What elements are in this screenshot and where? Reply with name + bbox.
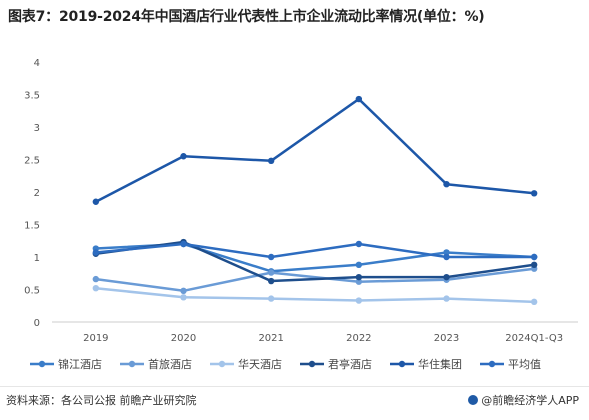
series-line: [94, 286, 536, 304]
series-layer: [92, 95, 538, 306]
series-5: [92, 240, 538, 261]
brand-credit: @前瞻经济学人APP: [468, 392, 579, 408]
legend-label: 平均值: [508, 358, 541, 371]
y-tick-label: 1: [34, 253, 40, 264]
legend-label: 首旅酒店: [148, 357, 192, 371]
data-point: [443, 273, 450, 281]
series-4: [92, 95, 538, 205]
legend-label: 华天酒店: [238, 357, 282, 371]
data-point: [180, 294, 187, 301]
y-tick-label: 2: [34, 188, 40, 199]
series-line: [94, 240, 536, 283]
data-point: [92, 249, 100, 256]
series-2: [92, 285, 538, 306]
legend-label: 君亭酒店: [328, 357, 372, 371]
data-point: [355, 278, 363, 285]
x-tick-label: 2023: [434, 333, 459, 344]
data-point: [443, 181, 450, 188]
data-point: [180, 153, 187, 160]
data-point: [355, 261, 363, 268]
data-point: [530, 253, 538, 261]
legend-item: 华住集团: [390, 357, 462, 371]
data-point: [180, 240, 187, 248]
legend-item: 平均值: [480, 358, 541, 371]
data-point: [92, 275, 100, 283]
data-point: [443, 295, 450, 302]
y-tick-label: 3: [34, 123, 40, 134]
legend-swatch-marker: [128, 360, 136, 368]
x-tick-label: 2024Q1-Q3: [505, 333, 563, 344]
data-point: [92, 285, 100, 292]
x-tick-label: 2022: [346, 333, 371, 344]
series-line: [94, 267, 536, 293]
axes: 0 0.5 1 1.5 2 2.5 3 3.5 4 2019 2020 2021 2022 2023 202…: [24, 58, 578, 344]
data-point: [530, 298, 538, 306]
data-point: [355, 273, 363, 281]
y-tick-label: 1.5: [24, 221, 40, 232]
legend-swatch-marker: [488, 360, 496, 368]
y-tick-label: 4: [34, 58, 40, 69]
legend-label: 锦江酒店: [58, 357, 102, 371]
legend-swatch-marker: [398, 360, 406, 368]
data-point: [443, 253, 450, 261]
y-tick-label: 0: [34, 318, 40, 329]
source-note: 资料来源：各公司公报 前瞻产业研究院: [6, 394, 197, 407]
legend-item: 首旅酒店: [120, 357, 192, 371]
brand-text: @前瞻经济学人APP: [481, 394, 579, 407]
data-point: [530, 190, 538, 197]
data-point: [92, 198, 100, 205]
data-point: [443, 249, 450, 256]
y-tick-label: 0.5: [24, 286, 40, 297]
line-chart: 0 0.5 1 1.5 2 2.5 3 3.5 4 2019 2020 2021 2022 2023 202…: [24, 58, 578, 371]
legend-swatch-marker: [218, 360, 226, 368]
legend-item: 锦江酒店: [30, 357, 102, 371]
legend-item: 华天酒店: [210, 357, 282, 371]
footer-divider: [0, 386, 589, 387]
chart-title: 图表7：2019-2024年中国酒店行业代表性上市企业流动比率情况(单位：%): [8, 9, 485, 25]
data-point: [267, 157, 275, 164]
x-tick-label: 2020: [171, 333, 196, 344]
x-tick-label: 2019: [83, 333, 108, 344]
x-tick-label: 2021: [258, 333, 283, 344]
legend-swatch-marker: [308, 360, 316, 368]
data-point: [355, 297, 363, 304]
data-point: [267, 277, 275, 285]
series-line: [94, 97, 536, 203]
data-point: [267, 295, 275, 302]
legend-label: 华住集团: [418, 357, 462, 371]
series-line: [94, 242, 536, 259]
brand-logo-icon: [468, 395, 479, 405]
data-point: [180, 287, 187, 294]
y-tick-label: 2.5: [24, 156, 40, 167]
legend-swatch-marker: [38, 360, 46, 368]
legend-item: 君亭酒店: [300, 357, 372, 371]
data-point: [267, 253, 275, 261]
data-point: [355, 95, 363, 103]
data-point: [530, 261, 538, 268]
legend: 锦江酒店 首旅酒店 华天酒店 君亭酒店 华住集团 平均值: [30, 357, 541, 371]
data-point: [355, 240, 363, 248]
data-point: [267, 269, 275, 276]
y-tick-label: 3.5: [24, 91, 40, 102]
